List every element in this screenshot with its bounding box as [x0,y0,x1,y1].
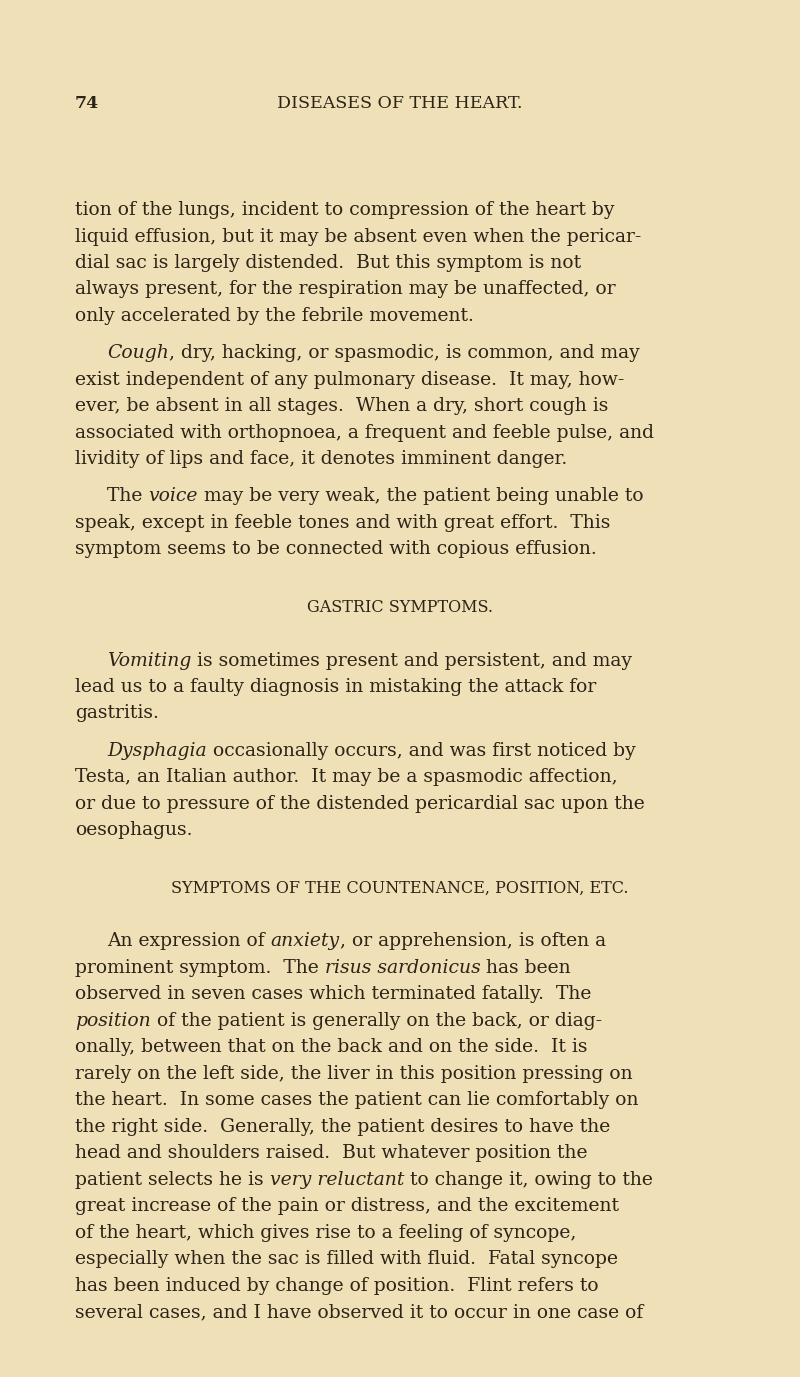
Text: patient selects he is: patient selects he is [75,1170,270,1188]
Text: ever, be absent in all stages.  When a dry, short cough is: ever, be absent in all stages. When a dr… [75,397,608,414]
Text: has been induced by change of position.  Flint refers to: has been induced by change of position. … [75,1276,598,1294]
Text: prominent symptom.  The: prominent symptom. The [75,958,325,976]
Text: Dysphagia: Dysphagia [107,742,206,760]
Text: Cough: Cough [107,344,169,362]
Text: Testa, an Italian author.  It may be a spasmodic affection,: Testa, an Italian author. It may be a sp… [75,768,618,786]
Text: always present, for the respiration may be unaffected, or: always present, for the respiration may … [75,281,616,299]
Text: to change it, owing to the: to change it, owing to the [404,1170,653,1188]
Text: head and shoulders raised.  But whatever position the: head and shoulders raised. But whatever … [75,1144,587,1162]
Text: of the patient is generally on the back, or diag-: of the patient is generally on the back,… [150,1012,602,1030]
Text: tion of the lungs, incident to compression of the heart by: tion of the lungs, incident to compressi… [75,201,614,219]
Text: lividity of lips and face, it denotes imminent danger.: lividity of lips and face, it denotes im… [75,450,567,468]
Text: oesophagus.: oesophagus. [75,821,193,839]
Text: speak, except in feeble tones and with great effort.  This: speak, except in feeble tones and with g… [75,514,610,532]
Text: Vomiting: Vomiting [107,651,191,669]
Text: may be very weak, the patient being unable to: may be very weak, the patient being unab… [198,487,643,505]
Text: symptom seems to be connected with copious effusion.: symptom seems to be connected with copio… [75,540,597,558]
Text: An expression of: An expression of [107,932,270,950]
Text: DISEASES OF THE HEART.: DISEASES OF THE HEART. [278,95,522,112]
Text: of the heart, which gives rise to a feeling of syncope,: of the heart, which gives rise to a feel… [75,1224,576,1242]
Text: several cases, and I have observed it to occur in one case of: several cases, and I have observed it to… [75,1304,643,1322]
Text: or due to pressure of the distended pericardial sac upon the: or due to pressure of the distended peri… [75,795,645,812]
Text: only accelerated by the febrile movement.: only accelerated by the febrile movement… [75,307,474,325]
Text: risus sardonicus: risus sardonicus [325,958,481,976]
Text: exist independent of any pulmonary disease.  It may, how-: exist independent of any pulmonary disea… [75,370,624,388]
Text: GASTRIC SYMPTOMS.: GASTRIC SYMPTOMS. [307,599,493,616]
Text: position: position [75,1012,150,1030]
Text: occasionally occurs, and was first noticed by: occasionally occurs, and was first notic… [206,742,635,760]
Text: gastritis.: gastritis. [75,705,159,723]
Text: especially when the sac is filled with fluid.  Fatal syncope: especially when the sac is filled with f… [75,1250,618,1268]
Text: 74: 74 [75,95,99,112]
Text: is sometimes present and persistent, and may: is sometimes present and persistent, and… [191,651,632,669]
Text: associated with orthopnoea, a frequent and feeble pulse, and: associated with orthopnoea, a frequent a… [75,424,654,442]
Text: SYMPTOMS OF THE COUNTENANCE, POSITION, ETC.: SYMPTOMS OF THE COUNTENANCE, POSITION, E… [171,880,629,896]
Text: The: The [107,487,148,505]
Text: onally, between that on the back and on the side.  It is: onally, between that on the back and on … [75,1038,587,1056]
Text: very reluctant: very reluctant [270,1170,404,1188]
Text: dial sac is largely distended.  But this symptom is not: dial sac is largely distended. But this … [75,253,581,273]
Text: has been: has been [481,958,571,976]
Text: the right side.  Generally, the patient desires to have the: the right side. Generally, the patient d… [75,1118,610,1136]
Text: voice: voice [148,487,198,505]
Text: anxiety: anxiety [270,932,340,950]
Text: great increase of the pain or distress, and the excitement: great increase of the pain or distress, … [75,1198,619,1216]
Text: rarely on the left side, the liver in this position pressing on: rarely on the left side, the liver in th… [75,1064,633,1082]
Text: liquid effusion, but it may be absent even when the pericar-: liquid effusion, but it may be absent ev… [75,227,642,245]
Text: , dry, hacking, or spasmodic, is common, and may: , dry, hacking, or spasmodic, is common,… [169,344,640,362]
Text: , or apprehension, is often a: , or apprehension, is often a [340,932,606,950]
Text: observed in seven cases which terminated fatally.  The: observed in seven cases which terminated… [75,986,591,1004]
Text: lead us to a faulty diagnosis in mistaking the attack for: lead us to a faulty diagnosis in mistaki… [75,677,596,695]
Text: the heart.  In some cases the patient can lie comfortably on: the heart. In some cases the patient can… [75,1092,638,1110]
